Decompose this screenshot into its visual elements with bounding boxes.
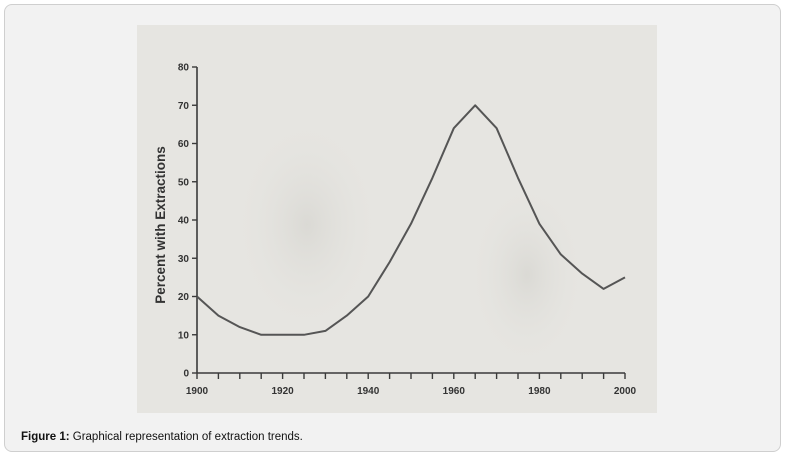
x-tick-label: 1960 xyxy=(443,386,466,397)
x-tick-label: 1940 xyxy=(357,386,380,397)
chart-image: 0 10 20 30 40 50 60 70 80 1900 1920 1940 1960 1980 200… xyxy=(137,25,657,413)
y-tick-label: 80 xyxy=(178,63,190,74)
extraction-trend-line xyxy=(196,104,626,336)
x-tick-label: 1920 xyxy=(271,386,294,397)
y-tick-label: 0 xyxy=(183,369,189,380)
y-tick-label: 50 xyxy=(178,177,190,188)
y-tick-label: 30 xyxy=(178,254,190,265)
figure-frame: 0 10 20 30 40 50 60 70 80 1900 1920 1940 1960 1980 200… xyxy=(4,4,781,452)
y-tick-label: 20 xyxy=(178,292,190,303)
caption-label: Figure 1: xyxy=(21,431,70,443)
y-tick-label: 70 xyxy=(178,101,190,112)
x-tick-label: 1980 xyxy=(528,386,551,397)
extraction-trend-chart: 0 10 20 30 40 50 60 70 80 1900 1920 1940 1960 1980 200… xyxy=(153,63,637,398)
x-tick-label: 1900 xyxy=(186,386,209,397)
chart-tick-labels: 0 10 20 30 40 50 60 70 80 1900 1920 1940 1960 1980 200… xyxy=(178,63,637,398)
y-tick-label: 10 xyxy=(178,330,190,341)
y-tick-label: 60 xyxy=(178,139,190,150)
caption-text: Graphical representation of extraction t… xyxy=(69,431,303,443)
background-smudge xyxy=(467,180,587,370)
chart-series xyxy=(196,104,626,336)
y-tick-label: 40 xyxy=(178,216,190,227)
background-smudge xyxy=(232,115,382,335)
chart-ticks xyxy=(192,66,626,379)
y-axis-label: Percent with Extractions xyxy=(153,146,168,304)
figure-caption: Figure 1: Graphical representation of ex… xyxy=(21,431,303,443)
x-tick-label: 2000 xyxy=(614,386,637,397)
